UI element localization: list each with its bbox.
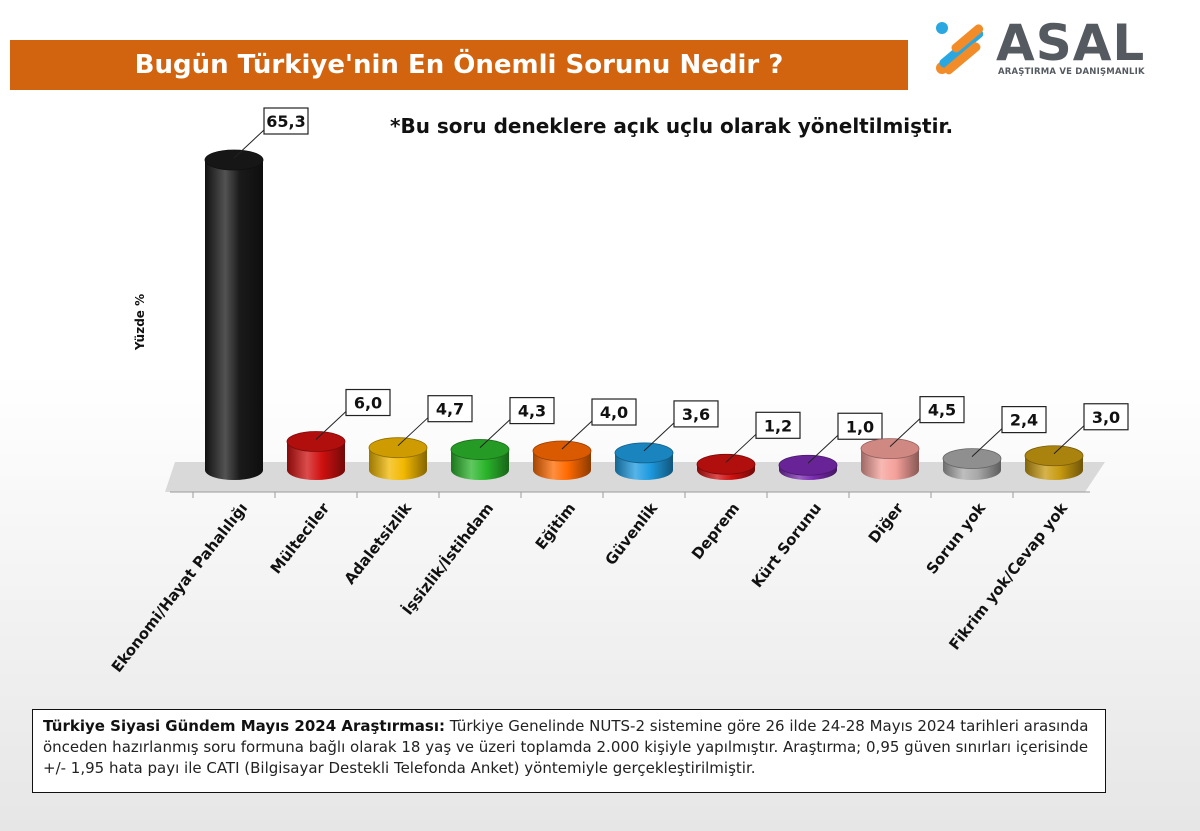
value-leader-line xyxy=(561,420,593,450)
category-label: Sorun yok xyxy=(923,499,990,578)
bar-3 xyxy=(368,437,428,480)
category-label: Adaletsizlik xyxy=(341,499,416,588)
value-label-box xyxy=(263,107,309,135)
chart-title: Bugün Türkiye'nin En Önemli Sorunu Nedir… xyxy=(10,40,908,90)
methodology-title: Türkiye Siyasi Gündem Mayıs 2024 Araştır… xyxy=(43,717,445,735)
bar-1 xyxy=(204,149,264,480)
bar-10 xyxy=(942,448,1002,480)
bar-top xyxy=(450,439,510,460)
category-label: İşsizlik/İstihdam xyxy=(398,499,497,619)
bar-top xyxy=(1024,445,1084,467)
value-label: 1,2 xyxy=(764,416,792,435)
value-label-box xyxy=(509,396,555,425)
value-label: 3,0 xyxy=(1092,408,1120,427)
bar-body xyxy=(205,160,263,480)
bar-6 xyxy=(614,442,674,480)
value-leader-line xyxy=(397,417,429,447)
value-label-box xyxy=(427,395,473,423)
value-label-box xyxy=(837,412,883,440)
logo-subtitle: ARAŞTIRMA VE DANIŞMANLIK xyxy=(998,67,1145,77)
value-label: 65,3 xyxy=(266,112,305,131)
bar-11 xyxy=(1024,445,1084,480)
category-label: Eğitim xyxy=(532,499,579,553)
bar-8 xyxy=(778,454,838,480)
bar-5 xyxy=(532,440,592,480)
bar-top xyxy=(286,431,346,452)
bar-4 xyxy=(450,439,510,480)
value-label: 4,0 xyxy=(600,403,628,422)
value-leader-line xyxy=(233,129,265,159)
bar-top xyxy=(942,448,1002,470)
value-leader-line xyxy=(807,434,839,464)
value-leader-line xyxy=(315,411,347,440)
value-label: 4,7 xyxy=(436,400,464,419)
bar-top xyxy=(614,442,674,464)
value-label: 2,4 xyxy=(1010,411,1038,430)
logo-name: ASAL xyxy=(996,14,1146,72)
methodology-box: Türkiye Siyasi Gündem Mayıs 2024 Araştır… xyxy=(32,709,1106,793)
asal-logo: ASAL ARAŞTIRMA VE DANIŞMANLIK xyxy=(930,14,1150,80)
category-label: Mülteciler xyxy=(267,499,334,577)
value-leader-line xyxy=(1053,425,1085,455)
value-label: 6,0 xyxy=(354,394,382,413)
question-note: *Bu soru deneklere açık uçlu olarak yöne… xyxy=(390,114,954,138)
value-label-box xyxy=(1083,403,1129,431)
category-label: Deprem xyxy=(688,499,743,563)
value-leader-line xyxy=(889,418,921,448)
value-leader-line xyxy=(643,422,675,452)
value-label: 4,3 xyxy=(518,402,546,421)
bar-2 xyxy=(286,431,346,480)
bar-top xyxy=(778,454,838,476)
bar-chart: 65,3 Ekonomi/Hayat Pahalılığı 6,0 Mültecile… xyxy=(108,107,1129,676)
asal-logo-mark-icon xyxy=(936,22,984,75)
value-leader-line xyxy=(725,433,757,463)
value-label-box xyxy=(591,398,637,426)
category-label: Ekonomi/Hayat Pahalılığı xyxy=(108,499,251,675)
bar-7 xyxy=(696,453,756,480)
value-label-box xyxy=(1001,406,1047,434)
bar-9 xyxy=(860,438,920,480)
value-label: 3,6 xyxy=(682,405,710,424)
value-leader-line xyxy=(971,428,1003,457)
value-label-box xyxy=(345,388,391,417)
bar-top xyxy=(696,453,756,475)
bar-body xyxy=(287,441,345,480)
methodology-text: Türkiye Genelinde NUTS-2 sistemine göre … xyxy=(43,717,1089,777)
value-label: 1,0 xyxy=(846,417,874,436)
bar-top xyxy=(860,438,920,460)
value-label-box xyxy=(919,396,965,424)
bar-top xyxy=(204,149,264,171)
category-label: Güvenlik xyxy=(601,499,661,569)
category-label: Diğer xyxy=(865,499,908,547)
bar-top xyxy=(532,440,592,462)
category-label: Kürt Sorunu xyxy=(748,499,825,591)
value-leader-line xyxy=(479,419,511,448)
value-label-box xyxy=(755,411,801,439)
bar-top xyxy=(368,437,428,459)
value-label: 4,5 xyxy=(928,401,956,420)
value-label-box xyxy=(673,400,719,428)
